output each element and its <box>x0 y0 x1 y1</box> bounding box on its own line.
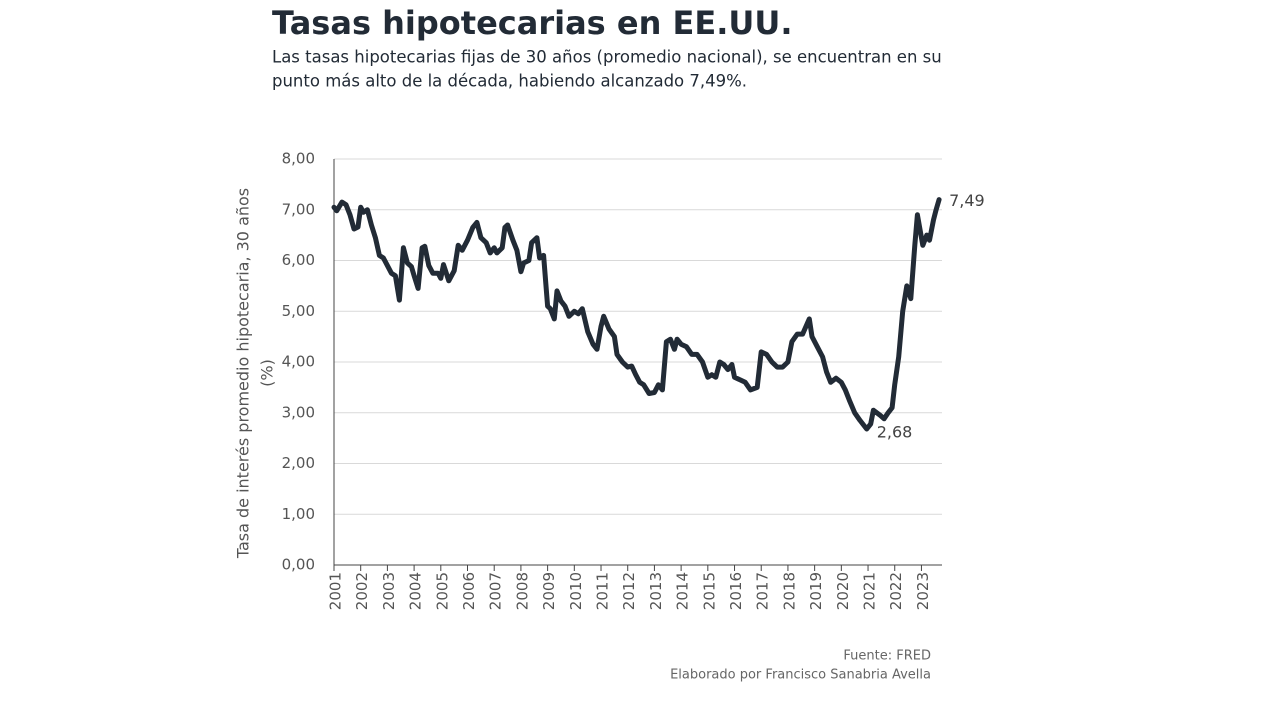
x-tick-label: 2018 <box>780 572 798 610</box>
y-tick-label: 5,00 <box>282 302 315 320</box>
x-tick-label: 2020 <box>834 572 852 610</box>
y-axis-title: (%) <box>258 359 277 387</box>
x-tick-label: 2005 <box>433 572 451 610</box>
y-tick-label: 0,00 <box>282 556 315 574</box>
x-tick-label: 2013 <box>647 572 665 610</box>
y-tick-label: 1,00 <box>282 505 315 523</box>
y-tick-label: 3,00 <box>282 403 315 421</box>
y-tick-label: 4,00 <box>282 353 315 371</box>
subtitle: Las tasas hipotecarias fijas de 30 años … <box>272 48 942 67</box>
x-tick-label: 2016 <box>727 572 745 610</box>
annotation: 7,49 <box>949 191 985 210</box>
x-tick-label: 2014 <box>674 572 692 610</box>
y-axis-title: Tasa de interés promedio hipotecaria, 30… <box>234 188 253 559</box>
x-tick-label: 2003 <box>380 572 398 610</box>
y-tick-label: 8,00 <box>282 150 315 168</box>
x-tick-label: 2022 <box>887 572 905 610</box>
x-tick-label: 2011 <box>594 572 612 610</box>
x-tick-label: 2012 <box>620 572 638 610</box>
x-tick-label: 2019 <box>807 572 825 610</box>
y-tick-label: 6,00 <box>282 251 315 269</box>
x-tick-label: 2021 <box>861 572 879 610</box>
x-tick-label: 2023 <box>914 572 932 610</box>
annotation: 2,68 <box>877 422 913 441</box>
y-tick-label: 2,00 <box>282 454 315 472</box>
x-tick-label: 2006 <box>460 572 478 610</box>
subtitle: punto más alto de la década, habiendo al… <box>272 72 747 91</box>
y-tick-label: 7,00 <box>282 200 315 218</box>
x-tick-label: 2010 <box>567 572 585 610</box>
x-tick-label: 2015 <box>700 572 718 610</box>
x-tick-label: 2009 <box>540 572 558 610</box>
x-tick-label: 2002 <box>353 572 371 610</box>
line <box>331 197 942 432</box>
source: Fuente: FRED <box>843 649 931 664</box>
chart-title: Tasas hipotecarias en EE.UU. <box>272 4 792 42</box>
x-tick-label: 2017 <box>754 572 772 610</box>
x-tick-label: 2004 <box>407 572 425 610</box>
x-tick-label: 2008 <box>513 572 531 610</box>
x-tick-label: 2007 <box>487 572 505 610</box>
x-tick-label: 2001 <box>327 572 345 610</box>
source: Elaborado por Francisco Sanabria Avella <box>670 668 931 683</box>
